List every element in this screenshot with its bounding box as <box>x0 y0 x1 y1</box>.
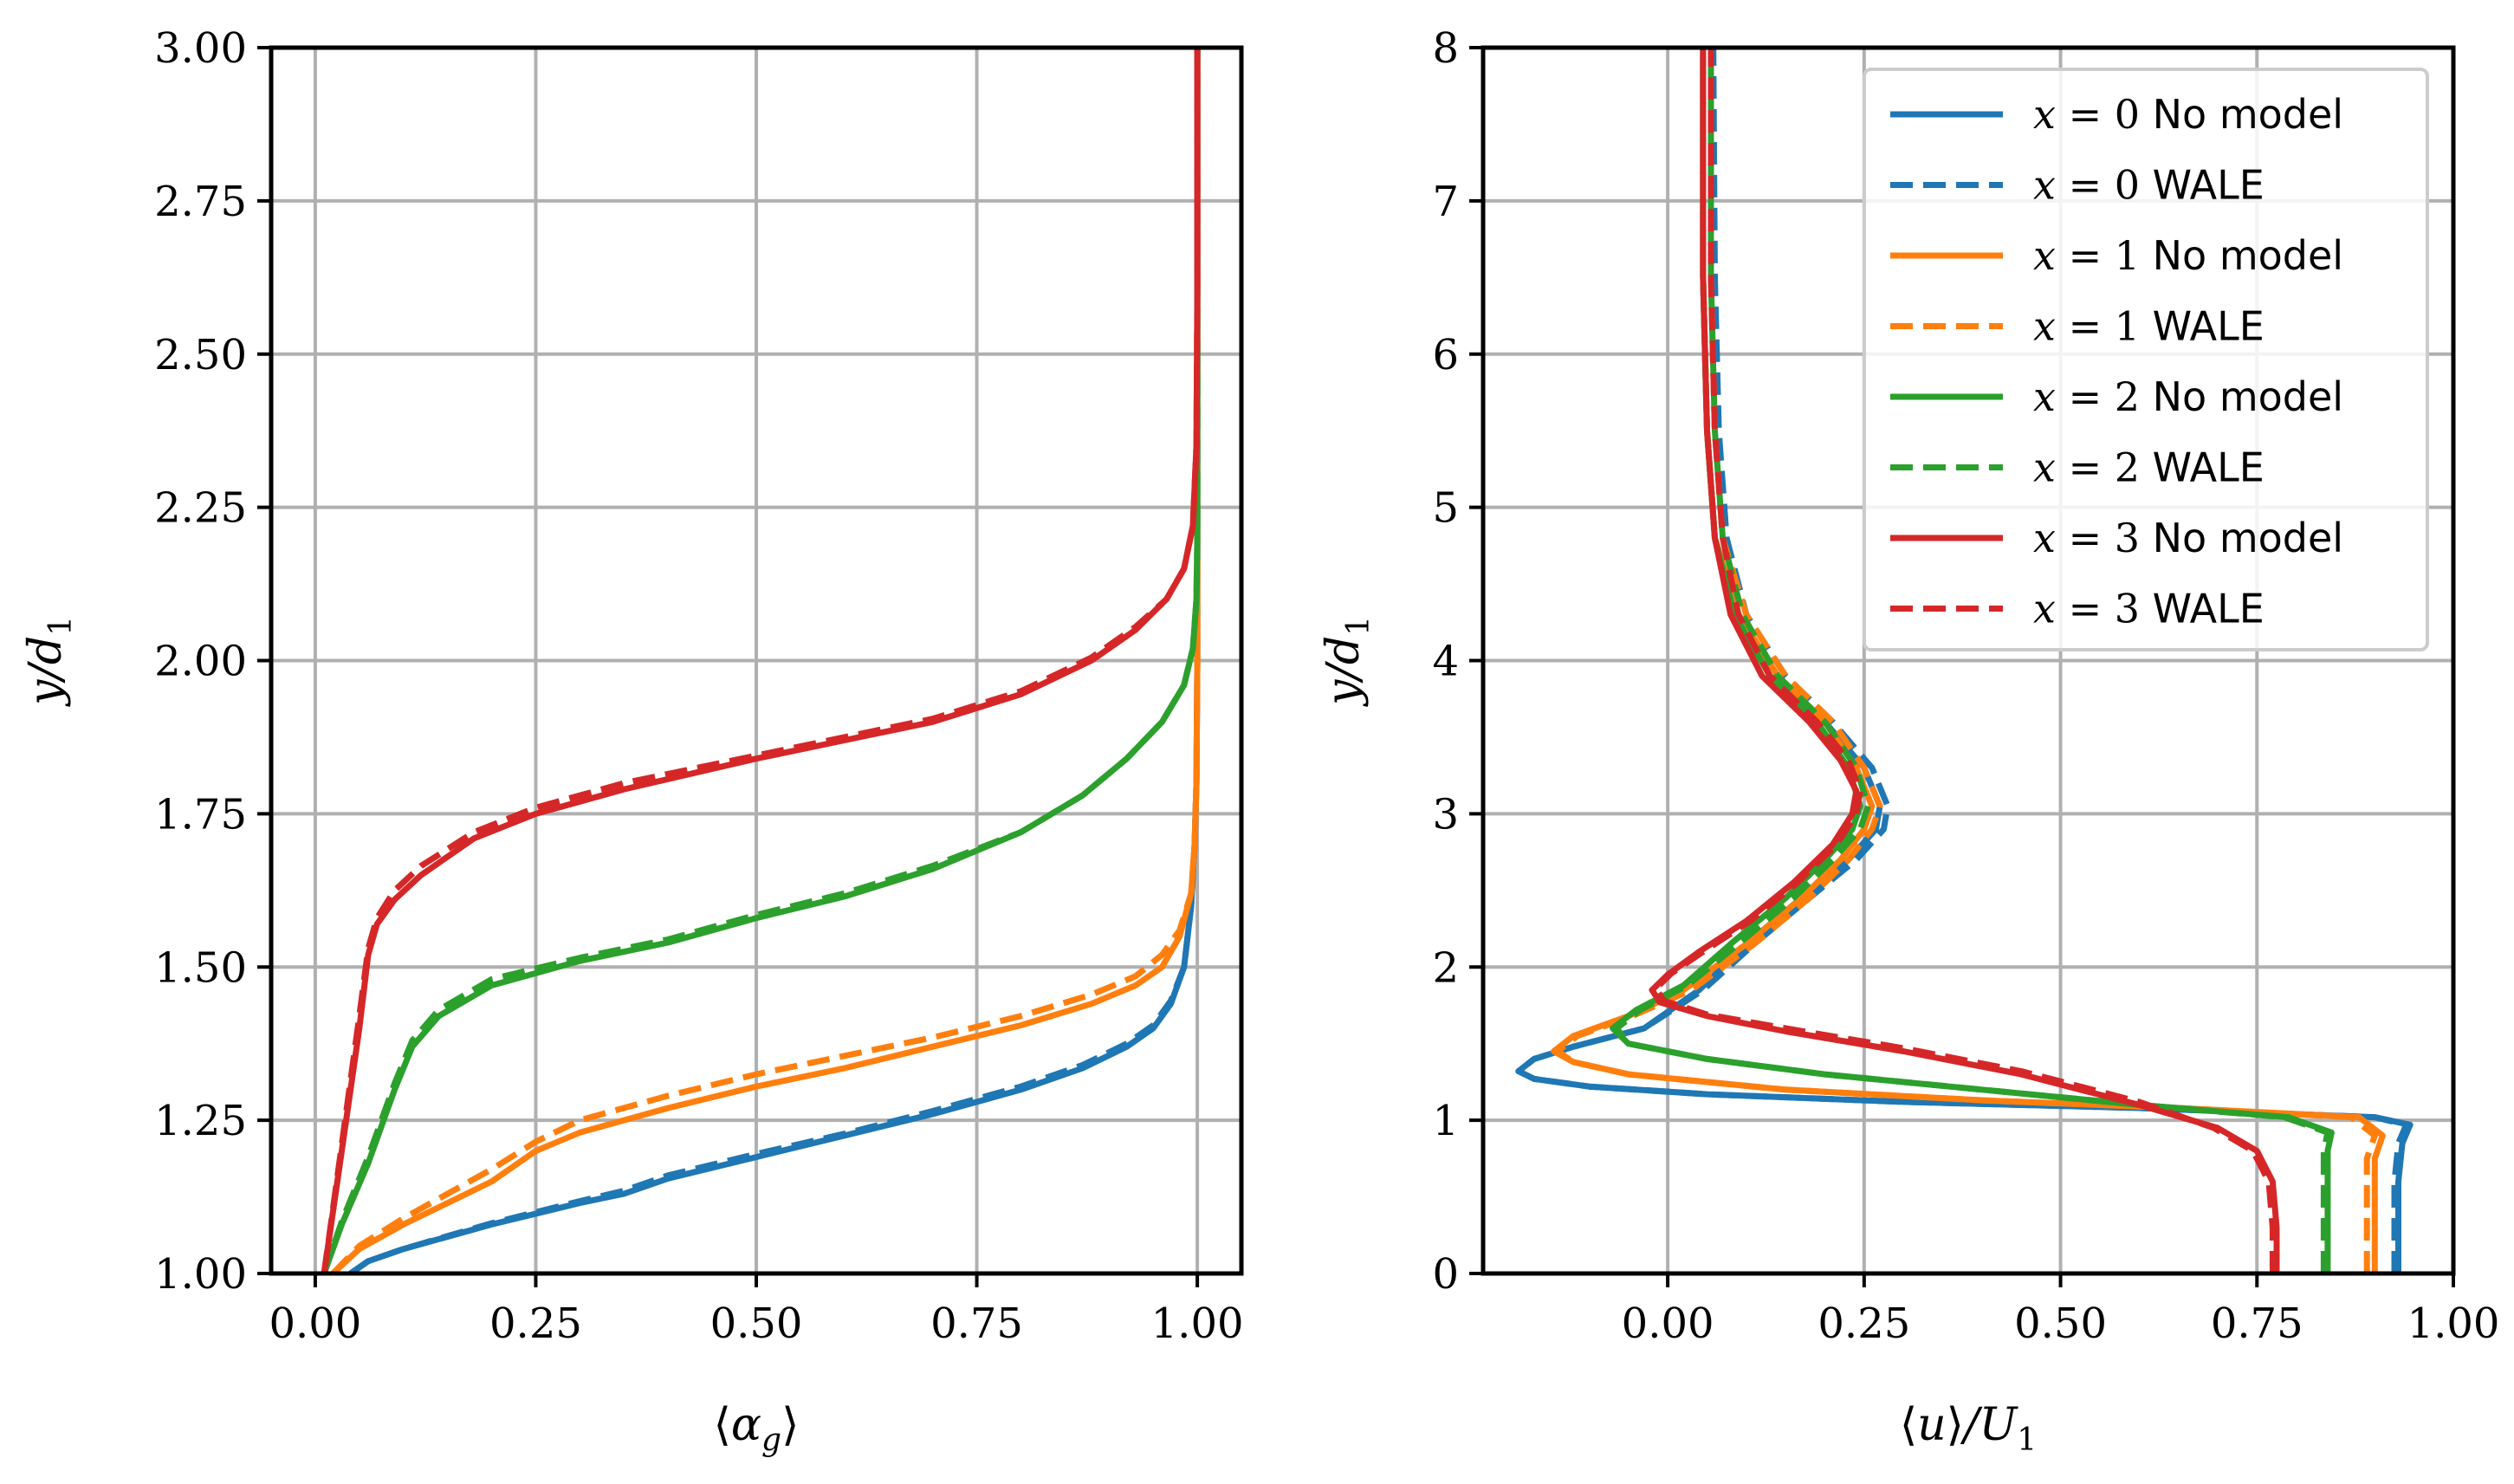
right-ytick-label-6: 6 <box>1432 331 1459 379</box>
left-series-x-2-wale <box>321 48 1201 1273</box>
legend-label-2: x = 1 No model <box>2033 232 2343 279</box>
right-xtick-label-1: 0.25 <box>1817 1299 1910 1348</box>
left-xtick-label-1: 0.25 <box>489 1299 582 1348</box>
legend-label-6: x = 3 No model <box>2033 515 2343 561</box>
left-xtick-label-0: 0.00 <box>269 1299 361 1348</box>
right-series-group <box>1515 48 2414 1273</box>
right-panel-velocity-profile: 0.00 0.25 0.50 0.75 1.00 0 1 2 3 4 5 6 7 8 ⟨u⟩/U1 y/d1 x… <box>1318 24 2499 1458</box>
left-ytick-label-6: 2.50 <box>154 331 247 379</box>
left-ytick-label-2: 1.50 <box>154 943 247 992</box>
right-ytick-label-2: 2 <box>1432 943 1459 992</box>
legend-label-5: x = 2 WALE <box>2033 444 2265 491</box>
left-series-x-1-no-model <box>329 48 1201 1273</box>
right-series-x-2-wale <box>1613 48 2331 1273</box>
left-series-x-1-wale <box>330 48 1201 1273</box>
left-ytick-label-5: 2.25 <box>154 484 247 533</box>
left-series-x-3-wale <box>321 48 1201 1273</box>
right-ytick-label-8: 8 <box>1432 24 1459 73</box>
left-ytick-label-1: 1.25 <box>154 1097 247 1145</box>
legend-label-1: x = 0 WALE <box>2033 162 2265 209</box>
left-series-group <box>321 48 1201 1273</box>
right-xtick-label-4: 1.00 <box>2407 1299 2500 1348</box>
right-ytick-label-4: 4 <box>1432 638 1459 686</box>
right-yaxis-label: y/d1 <box>1318 616 1377 707</box>
left-xtick-label-2: 0.50 <box>710 1299 803 1348</box>
left-ytick-label-8: 3.00 <box>154 24 247 73</box>
right-ytick-label-1: 1 <box>1432 1097 1459 1145</box>
right-ytick-label-0: 0 <box>1432 1250 1459 1299</box>
right-series-x-3-wale <box>1653 48 2276 1273</box>
legend-label-3: x = 1 WALE <box>2033 303 2265 350</box>
right-ytick-label-5: 5 <box>1432 484 1459 533</box>
left-xaxis-label: ⟨αg⟩ <box>714 1399 800 1458</box>
right-xtick-label-2: 0.50 <box>2014 1299 2107 1348</box>
left-panel-alpha-profile: 0.00 0.25 0.50 0.75 1.00 1.00 1.25 1.50 1.75 2.00… <box>20 24 1244 1458</box>
left-yaxis-label: y/d1 <box>20 616 79 707</box>
legend-frame <box>1863 68 2429 651</box>
right-ytick-label-7: 7 <box>1432 178 1459 226</box>
right-series-x-0-wale <box>1515 48 2410 1273</box>
right-xtick-label-3: 0.75 <box>2211 1299 2303 1348</box>
legend-label-7: x = 3 WALE <box>2033 586 2265 632</box>
left-xtick-label-4: 1.00 <box>1151 1299 1244 1348</box>
right-xaxis-label: ⟨u⟩/U1 <box>1900 1399 2037 1458</box>
right-ytick-label-3: 3 <box>1432 790 1459 839</box>
legend-label-0: x = 0 No model <box>2033 91 2343 138</box>
right-xtick-label-0: 0.00 <box>1622 1299 1714 1348</box>
left-ytick-label-3: 1.75 <box>154 790 247 839</box>
left-ytick-label-7: 2.75 <box>154 178 247 226</box>
right-series-x-1-wale <box>1554 48 2378 1273</box>
left-ytick-label-0: 1.00 <box>154 1250 247 1299</box>
legend: x = 0 No model x = 0 WALE x = 1 No model x … <box>1863 68 2429 651</box>
legend-label-4: x = 2 No model <box>2033 373 2343 420</box>
left-xtick-label-3: 0.75 <box>930 1299 1023 1348</box>
left-ytick-label-4: 2.00 <box>154 638 247 686</box>
left-series-x-0-wale <box>348 48 1201 1273</box>
